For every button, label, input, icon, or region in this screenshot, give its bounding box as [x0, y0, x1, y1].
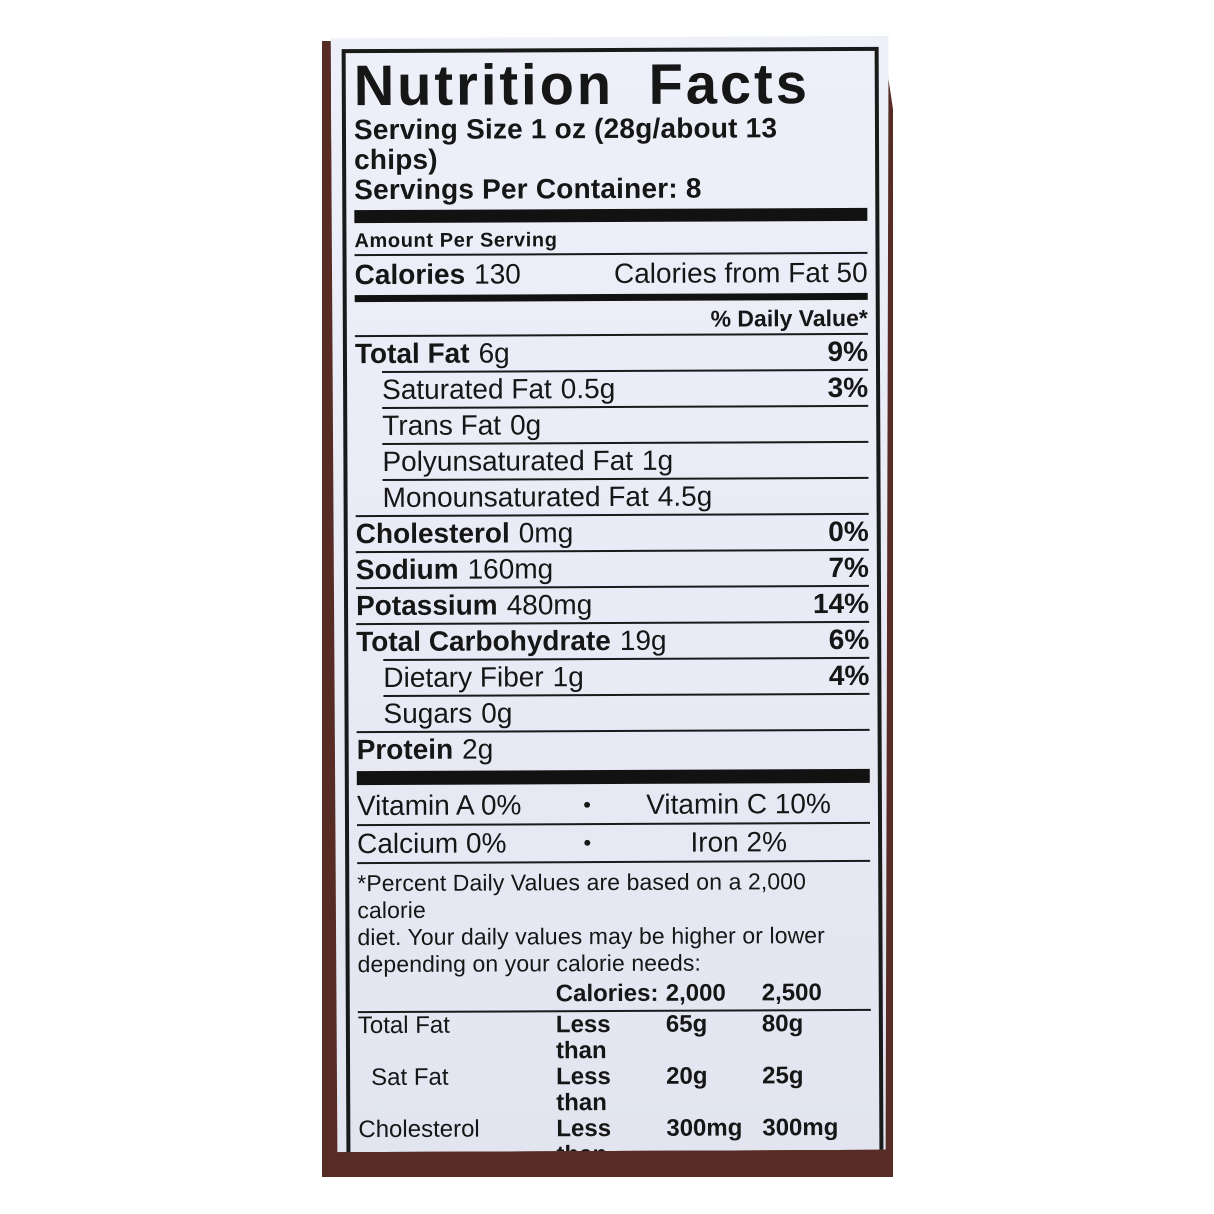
calories-value: Calories 130	[354, 258, 521, 291]
vitamin-a: Vitamin A 0%	[356, 789, 522, 822]
nutrient-row-saturated-fat: Saturated Fat 0.5g 3%	[382, 371, 869, 406]
dv-table-col-2000: 2,000	[665, 979, 726, 1007]
divider-thick	[354, 208, 867, 223]
nutrient-row-protein: Protein 2g	[356, 733, 494, 766]
nutrient-row-trans-fat: Trans Fat 0g	[382, 409, 542, 442]
dv-table-header: Calories: 2,000 2,500	[358, 976, 871, 1011]
nutrient-row-polyunsaturated-fat: Polyunsaturated Fat 1g	[382, 444, 674, 478]
iron: Iron 2%	[690, 826, 788, 858]
dv-table-calories-label: Calories:	[555, 979, 659, 1008]
nutrient-row-total-fat: Total Fat 6g 9%	[354, 335, 869, 370]
servings-per-container: Servings Per Container: 8	[354, 172, 702, 206]
nutrient-row-potassium: Potassium 480mg 14%	[355, 587, 870, 622]
nutrient-row-total-carbohydrate: Total Carbohydrate 19g 6%	[356, 623, 870, 658]
nutrient-row-cholesterol: Cholesterol 0mg 0%	[355, 515, 869, 550]
label-title: Nutrition Facts	[353, 51, 811, 118]
vitamin-c: Vitamin C 10%	[646, 788, 831, 820]
nutrient-row-sodium: Sodium 160mg 7%	[355, 551, 869, 586]
divider-medium	[355, 293, 868, 302]
nutrient-row-dietary-fiber: Dietary Fiber 1g 4%	[383, 659, 870, 693]
amount-per-serving: Amount Per Serving	[354, 229, 558, 253]
dv-table-row-sat-fat: Sat Fat Less than 20g 25g	[371, 1062, 804, 1117]
dv-table-col-2500: 2,500	[761, 979, 822, 1007]
nutrition-facts-box: Nutrition Facts Serving Size 1 oz (28g/a…	[342, 47, 885, 1214]
dv-table-row-total-fat: Total Fat Less than 65g 80g	[357, 1010, 804, 1065]
calories-from-fat: Calories from Fat 50	[613, 256, 868, 289]
daily-value-header: % Daily Value*	[710, 304, 868, 332]
vitamin-row-a-c: Vitamin A 0% • Vitamin C 10%	[357, 786, 870, 824]
divider-thick	[357, 769, 870, 785]
calories-row: Calories 130 Calories from Fat 50	[355, 254, 868, 292]
bullet-separator: •	[583, 792, 592, 818]
bullet-separator: •	[583, 830, 592, 856]
vitamin-row-calcium-iron: Calcium 0% • Iron 2%	[357, 824, 870, 862]
calcium: Calcium 0%	[357, 827, 507, 860]
nutrition-label-sticker: Nutrition Facts Serving Size 1 oz (28g/a…	[331, 36, 894, 1152]
nutrient-row-monounsaturated-fat: Monounsaturated Fat 4.5g	[382, 480, 713, 513]
daily-value-footnote: *Percent Daily Values are based on a 2,0…	[357, 868, 825, 978]
serving-size: Serving Size 1 oz (28g/about 13 chips)	[353, 112, 778, 176]
nutrient-row-sugars: Sugars 0g	[383, 697, 513, 729]
